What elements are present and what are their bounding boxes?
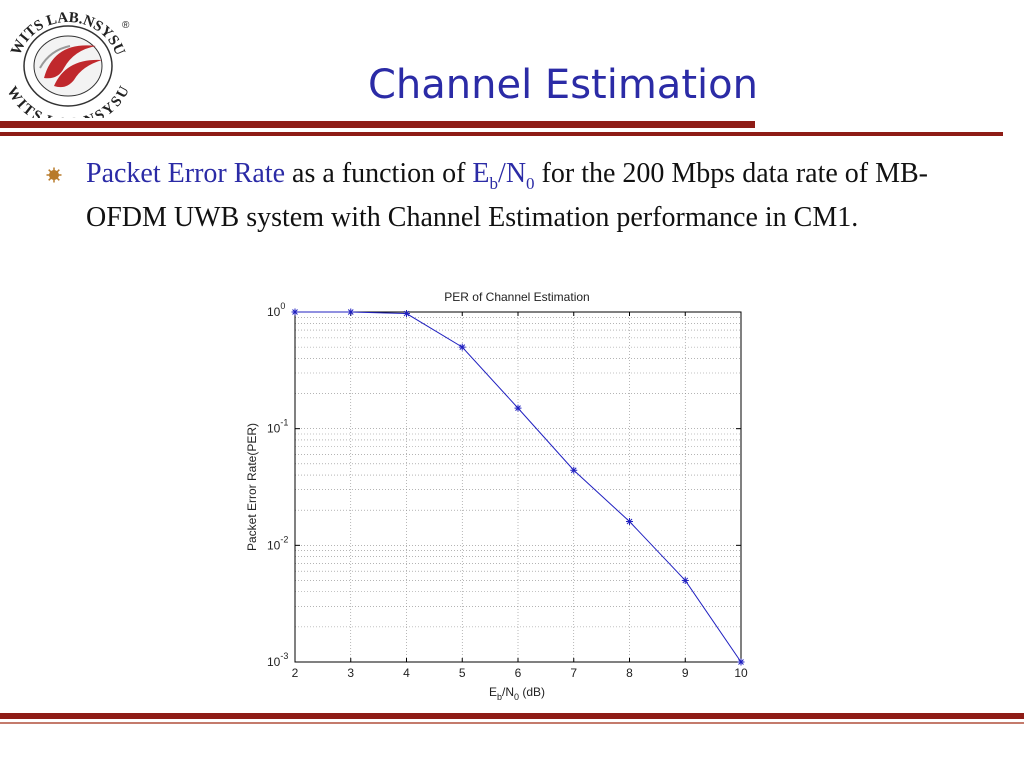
n0-sub: 0 (526, 174, 535, 193)
x-ticks: 2 3 4 5 6 7 8 9 10 (292, 312, 748, 680)
bullet-icon (46, 167, 62, 183)
x-tick-label: 5 (459, 666, 466, 680)
footer-rule-thin (0, 722, 1024, 724)
series-markers (291, 308, 745, 666)
x-tick-label: 6 (515, 666, 522, 680)
bullet-text-1: as a function of (285, 158, 473, 189)
x-tick-label: 3 (347, 666, 354, 680)
data-point (347, 308, 355, 316)
slide-title: Channel Estimation (368, 62, 758, 108)
title-rule-thick (0, 121, 755, 128)
x-tick-label: 10 (734, 666, 748, 680)
x-axis-label: Eb/N0 (dB) (489, 685, 545, 702)
x-tick-label: 8 (626, 666, 633, 680)
registered-mark: ® (122, 20, 130, 31)
x-label-sub2: 0 (514, 692, 519, 702)
x-tick-label: 4 (403, 666, 410, 680)
n0-main: N (505, 158, 527, 189)
per-chart: PER of Channel Estimation 2 3 4 5 6 7 8 9 10 100… (245, 290, 748, 702)
wits-lab-logo-icon: WITS LAB.NSYSU WITS LAB.NSYSU ® (4, 10, 133, 118)
data-point (403, 310, 410, 318)
title-rule-thin (0, 132, 1003, 136)
x-tick-label: 2 (292, 666, 299, 680)
x-label-mid: /N (502, 685, 514, 699)
footer-rule-thick (0, 713, 1024, 719)
bullet-text: Packet Error Rate as a function of Eb/N0… (86, 153, 966, 238)
y-axis-label: Packet Error Rate(PER) (245, 423, 259, 551)
x-label-sub1: b (497, 692, 502, 702)
chart-title: PER of Channel Estimation (444, 290, 589, 304)
x-label-main: E (489, 685, 497, 699)
x-tick-label: 9 (682, 666, 689, 680)
y-tick-label: 10-2 (267, 534, 288, 552)
data-point (291, 308, 299, 316)
bullet-text-2: for the 200 Mbps data rate of MB-OFDM UW… (86, 158, 929, 233)
eb-main: E (472, 158, 490, 189)
data-point (681, 576, 689, 584)
data-point (626, 518, 633, 526)
eb-slash: / (498, 158, 506, 189)
bullet-highlight: Packet Error Rate (86, 158, 286, 189)
x-label-tail: (dB) (519, 685, 545, 699)
y-ticks: 100 10-1 10-2 10-3 (267, 301, 741, 669)
y-tick-label: 10-3 (267, 651, 288, 669)
y-tick-label: 100 (267, 301, 285, 319)
eb-sub: b (489, 174, 499, 193)
data-point (570, 466, 578, 474)
chart-grid (295, 312, 741, 662)
x-tick-label: 7 (570, 666, 577, 680)
y-tick-label: 10-1 (267, 418, 288, 436)
data-point (514, 404, 522, 412)
data-point (458, 343, 466, 351)
data-point (737, 658, 745, 666)
